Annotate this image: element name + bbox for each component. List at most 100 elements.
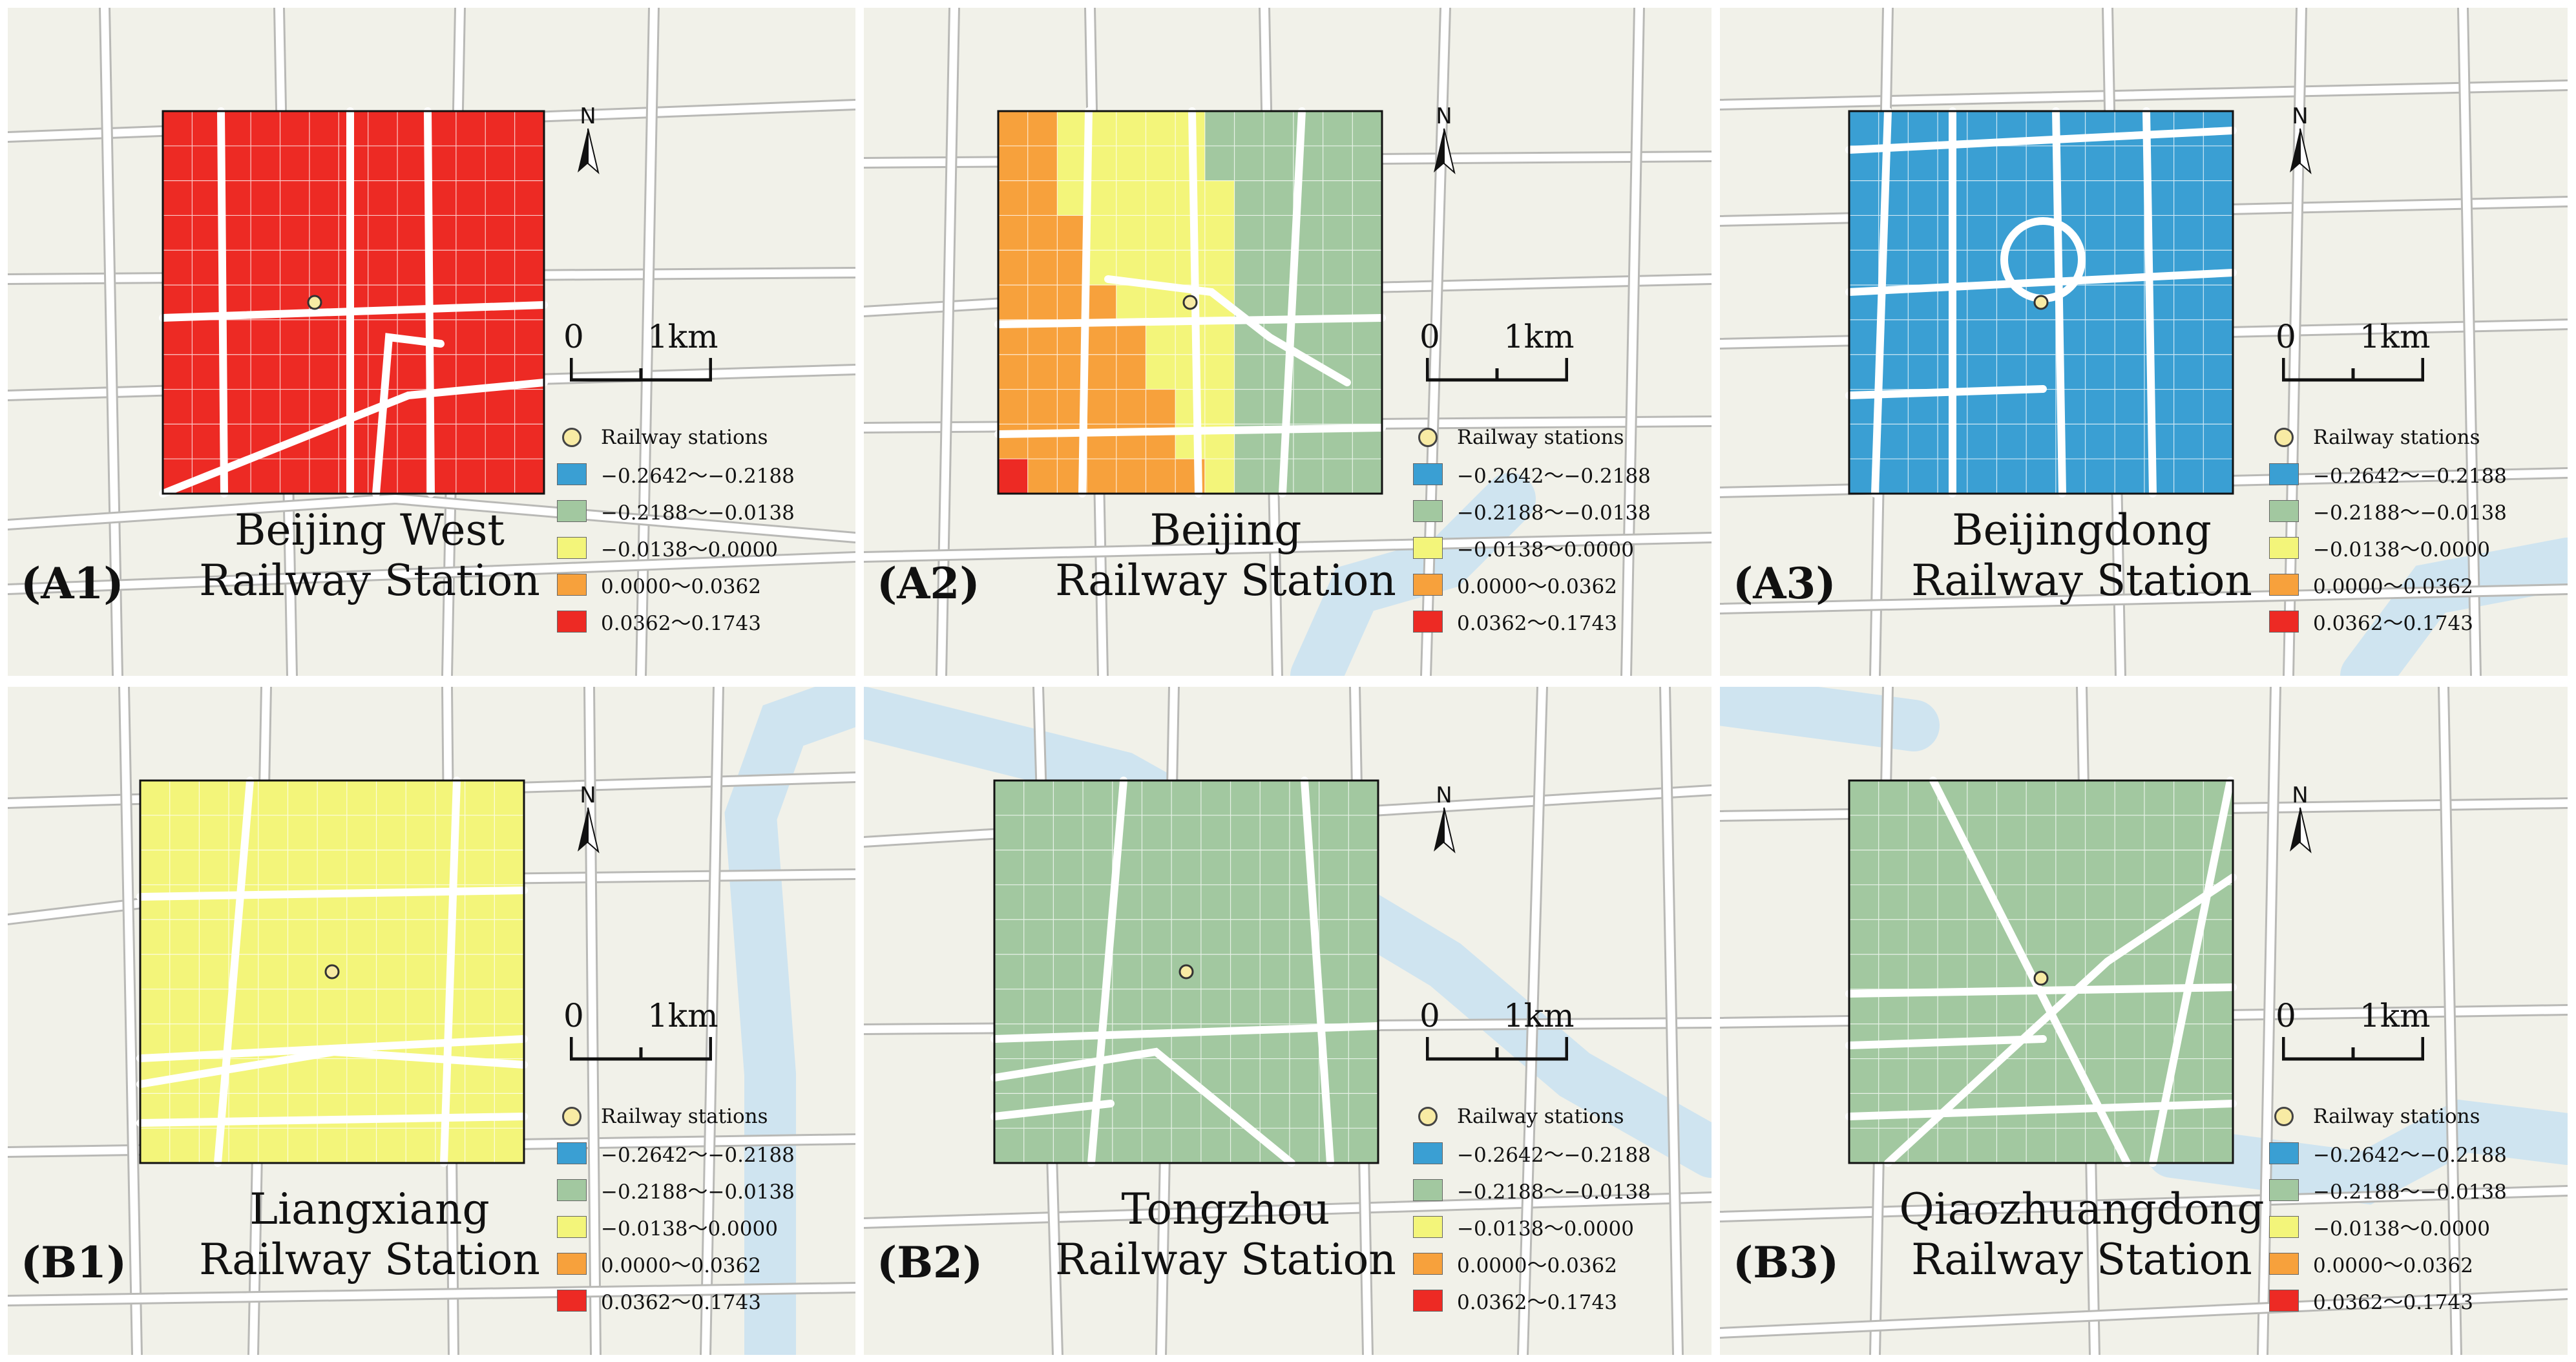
grid-cell [280,319,310,355]
road [136,886,528,901]
grid-cell [485,459,516,494]
legend-item: −0.2642～−0.2188 [557,456,841,492]
grid-cell [1053,1128,1084,1164]
grid-cell [2085,285,2115,320]
grid-cell [1230,989,1261,1025]
grid-cell [1142,989,1172,1025]
grid-cell [494,850,525,885]
grid-cell [1146,111,1176,147]
study-area [994,107,1386,498]
grid-cell [514,424,545,459]
grid-cell [1142,885,1172,920]
station-title: Tongzhou Railway Station [961,1184,1491,1285]
station-type: Railway Station [199,556,540,605]
grid-cell [1171,1128,1202,1164]
grid-cell [2173,180,2204,216]
grid-cell [199,919,229,955]
legend-label: Railway stations [601,425,768,449]
grid-cell [346,919,377,955]
grid-cell [1234,111,1264,147]
grid-cell [1171,815,1202,851]
grid-cell [258,815,288,851]
grid-cell [2026,424,2057,459]
grid-cell [309,354,339,390]
grid-cell [1234,215,1264,251]
grid-cell [199,885,229,920]
scale-distance-label: 1km [647,318,718,355]
grid-cell [1323,250,1353,286]
road [2259,687,2279,1355]
grid-cell [140,1023,171,1060]
grid-cell [192,424,222,459]
legend-label: −0.0138～0.0000 [1457,538,1634,561]
grid-cell [2115,389,2145,424]
grid-cell [163,180,193,216]
north-arrow-icon: N [578,103,600,174]
legend-swatch [1413,573,1443,596]
grid-cell [485,250,516,286]
grid-cell [192,111,222,147]
legend-label: 0.0362～0.1743 [1457,612,1617,635]
grid-cell [485,424,516,459]
legend-item-station: Railway stations [2269,419,2553,456]
road [1519,687,1546,1355]
grid-cell [1996,389,2027,424]
grid-cell [994,989,1025,1025]
grid-cell [317,1058,348,1094]
legend-label: 0.0000～0.0362 [2313,575,2473,598]
grid-cell [1234,389,1264,424]
grid-cell [1112,1093,1142,1129]
grid-cell [994,815,1025,851]
grid-cell [1849,319,1880,355]
grid-cell [368,250,398,286]
legend-item: −0.2188～−0.0138 [557,492,841,529]
grid-cell [1996,781,2027,816]
scale-distance-label: 1km [1503,997,1575,1034]
grid-cell [465,989,495,1025]
grid-cell [2085,215,2115,251]
base-map [8,8,855,676]
grid-cell [1319,885,1349,920]
railway-station-marker [324,964,340,980]
grid-cell [2115,885,2145,920]
grid-cell [1116,389,1146,424]
grid-cell [1146,145,1176,182]
grid-cell [1908,424,1938,459]
station-name: Beijing West [235,505,505,555]
road [1871,107,1892,498]
grid-cell [346,1058,377,1094]
grid-cell [2055,1128,2086,1164]
grid-cell [1967,250,1997,286]
grid-cell [2144,885,2175,920]
study-area-frame [139,779,525,1164]
railway-station-marker [2033,295,2049,310]
grid-cell [2115,781,2145,816]
grid-cell [1023,885,1054,920]
grid-cell [1348,919,1379,955]
grid-cell [346,1128,377,1164]
legend-item: −0.0138～0.0000 [2269,1208,2553,1245]
road [1720,1290,2568,1337]
grid-cell [258,1128,288,1164]
grid-cell [1027,180,1058,216]
inner-roads [159,107,548,498]
grid-cell [1023,781,1054,816]
map-panel-a3: N 0 1km Railway stations −0.2642～−0.2188 −0.2… [1720,8,2568,676]
grid-cell [288,781,318,816]
legend-label: 0.0362～0.1743 [2313,612,2473,635]
grid-cell [346,815,377,851]
grid-cell [1878,919,1909,955]
legend-label: 0.0000～0.0362 [2313,1254,2473,1277]
road [990,1100,1115,1120]
grid-cell [221,215,251,251]
legend-item: −0.2188～−0.0138 [1413,492,1697,529]
grid-cell [1348,1093,1379,1129]
grid-cell [169,815,200,851]
grid-cell [2026,354,2057,390]
grid-cell [1116,145,1146,182]
grid-cell [1289,1093,1320,1129]
scale-bar-line [570,358,712,382]
grid-cell [2026,815,2057,851]
grid-cell [169,954,200,990]
grid-cell [514,319,545,355]
